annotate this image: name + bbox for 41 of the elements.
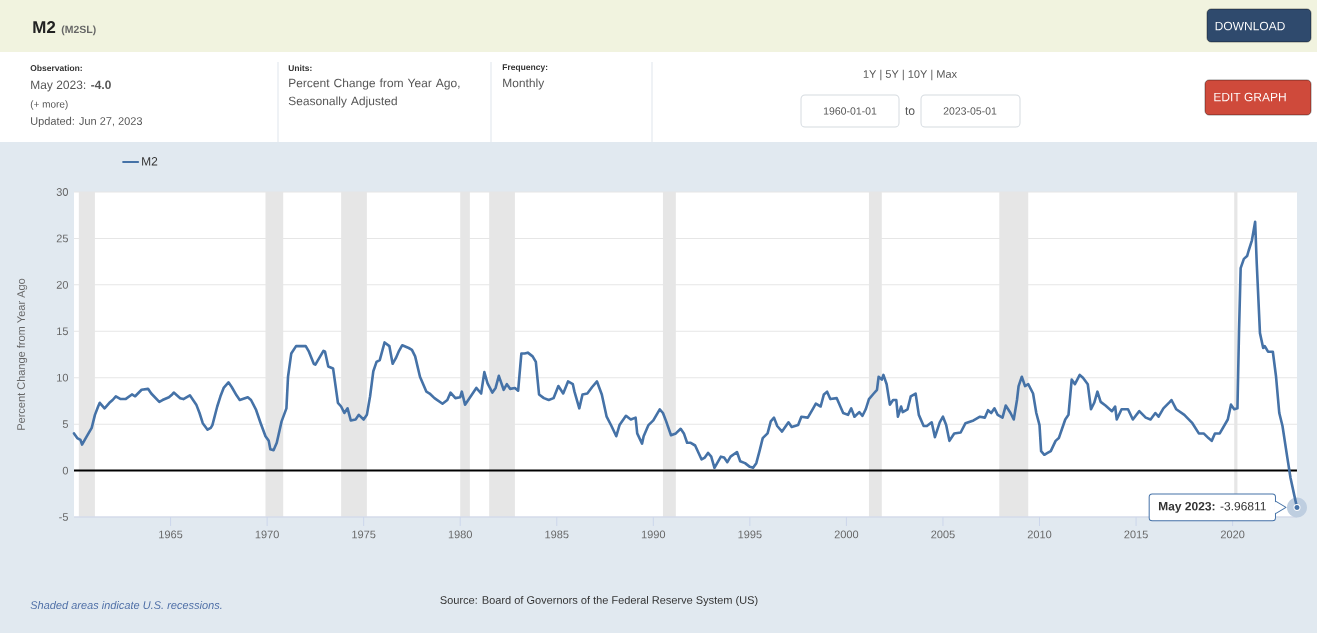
x-tick-label: 1975 bbox=[352, 530, 376, 539]
y-axis-title: Percent Change from Year Ago bbox=[16, 278, 28, 430]
y-tick-label: 0 bbox=[62, 466, 69, 475]
x-tick-label: 1995 bbox=[738, 530, 762, 539]
y-tick-label: -5 bbox=[59, 513, 68, 521]
text: May 2023: -4.0 bbox=[31, 80, 111, 92]
x-tick-label: 1985 bbox=[545, 530, 569, 539]
x-tick-label: 2000 bbox=[834, 530, 859, 539]
text: 2023-05-01 bbox=[943, 107, 997, 115]
y-tick-label: 30 bbox=[56, 188, 69, 196]
y-tick-label: 20 bbox=[56, 280, 69, 289]
x-tick-label: 2020 bbox=[1220, 530, 1245, 539]
text: Frequency: bbox=[502, 64, 548, 72]
source-note: Source: Board of Governors of the Federal Reserve System (US) bbox=[440, 595, 758, 607]
text: 1Y | 5Y | 10Y | Max bbox=[863, 69, 957, 81]
text: 1960-01-01 bbox=[823, 107, 877, 115]
text: Observation: bbox=[30, 64, 82, 72]
x-tick-label: 2010 bbox=[1027, 530, 1052, 539]
annotation: May 2023: -3.96811 bbox=[1158, 501, 1266, 513]
text: Shaded areas indicate U.S. recessions. bbox=[30, 600, 222, 610]
text: EDIT GRAPH bbox=[1214, 92, 1286, 102]
text: Percent Change from Year Ago, Seasonally Adjusted bbox=[288, 78, 460, 108]
x-tick-label: 2015 bbox=[1124, 530, 1148, 539]
y-tick-label: 15 bbox=[57, 327, 68, 336]
text: Monthly bbox=[503, 78, 545, 90]
chart-subtitle: (M2SL) bbox=[61, 25, 96, 36]
y-tick-label: 10 bbox=[57, 373, 69, 382]
x-tick-label: 1990 bbox=[641, 530, 666, 539]
legend-label: M2 bbox=[142, 157, 158, 166]
x-tick-label: 1965 bbox=[159, 530, 183, 539]
text: to bbox=[905, 107, 915, 115]
x-tick-label: 1970 bbox=[255, 530, 279, 539]
chart-title: M2 bbox=[33, 21, 56, 33]
text: Updated: Jun 27, 2023 bbox=[31, 116, 143, 128]
y-tick-label: 25 bbox=[56, 234, 68, 243]
text: Units: bbox=[288, 64, 312, 72]
x-tick-label: 1980 bbox=[448, 530, 472, 539]
text: (+ more) bbox=[30, 100, 68, 110]
text: DOWNLOAD bbox=[1215, 21, 1285, 31]
y-tick-label: 5 bbox=[62, 420, 68, 428]
x-tick-label: 2005 bbox=[931, 530, 955, 539]
